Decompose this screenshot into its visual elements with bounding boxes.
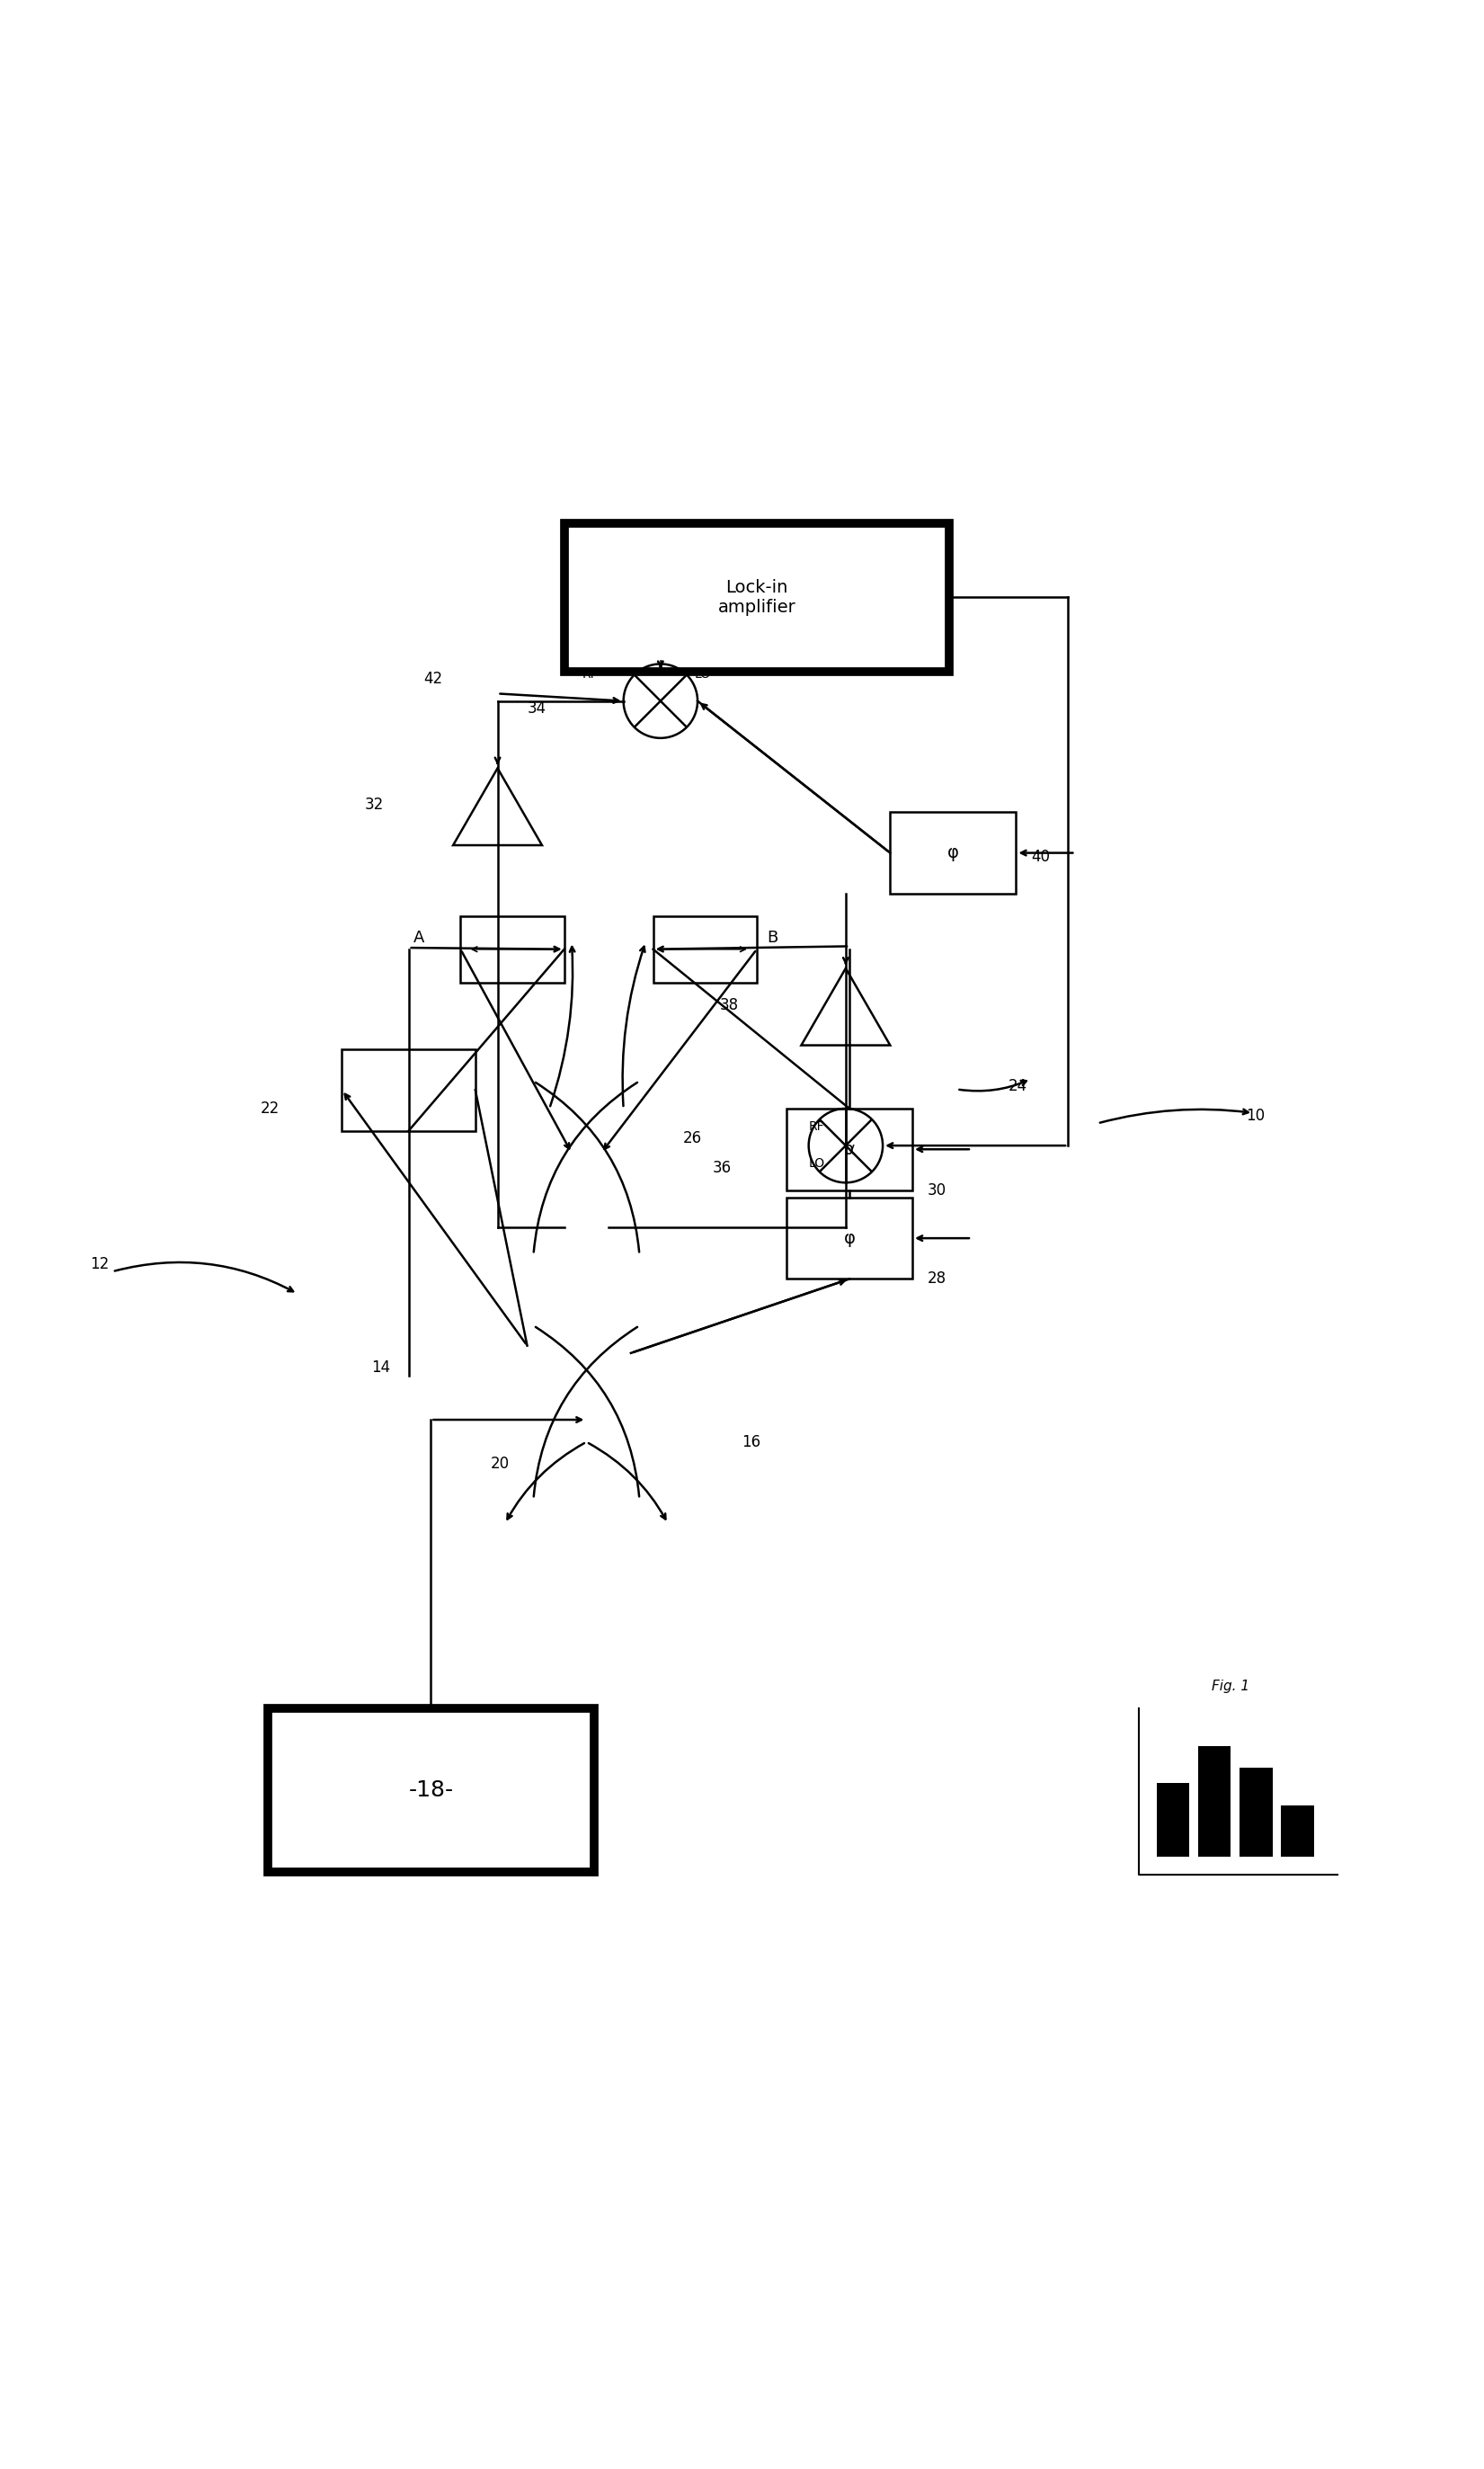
Text: 12: 12 [91,1257,110,1272]
Text: α: α [843,1141,855,1158]
Text: 40: 40 [1031,849,1049,864]
Text: 36: 36 [712,1160,732,1175]
Text: RF: RF [809,1121,825,1133]
Bar [1158,1783,1189,1857]
Bar [1281,1805,1313,1857]
FancyBboxPatch shape [269,1709,594,1872]
Bar [1239,1768,1272,1857]
FancyBboxPatch shape [787,1109,913,1190]
Text: 26: 26 [683,1131,702,1146]
Text: 32: 32 [364,797,383,812]
Text: B: B [767,931,778,946]
Text: 20: 20 [490,1457,509,1472]
Text: LO: LO [695,669,711,681]
Text: Lock-in
amplifier: Lock-in amplifier [718,578,795,615]
Text: 10: 10 [1245,1109,1264,1123]
Text: φ: φ [947,844,959,862]
Text: 24: 24 [1009,1079,1027,1094]
Text: 16: 16 [742,1434,761,1449]
Text: 38: 38 [720,997,739,1012]
FancyBboxPatch shape [564,523,950,672]
Text: 42: 42 [423,672,442,686]
Text: -18-: -18- [408,1780,454,1800]
Text: 30: 30 [928,1183,947,1197]
FancyBboxPatch shape [460,916,564,983]
Text: φ: φ [843,1230,855,1247]
Bar [1198,1746,1230,1857]
Text: 34: 34 [527,701,546,716]
FancyBboxPatch shape [341,1049,475,1131]
Text: 28: 28 [928,1272,947,1286]
Text: RF: RF [582,669,598,681]
Text: 14: 14 [371,1360,390,1375]
FancyBboxPatch shape [890,812,1017,894]
Text: LO: LO [809,1158,825,1170]
Text: Fig. 1: Fig. 1 [1212,1679,1250,1694]
FancyBboxPatch shape [787,1197,913,1279]
Text: 22: 22 [261,1101,279,1116]
Text: A: A [413,931,424,946]
FancyBboxPatch shape [653,916,757,983]
